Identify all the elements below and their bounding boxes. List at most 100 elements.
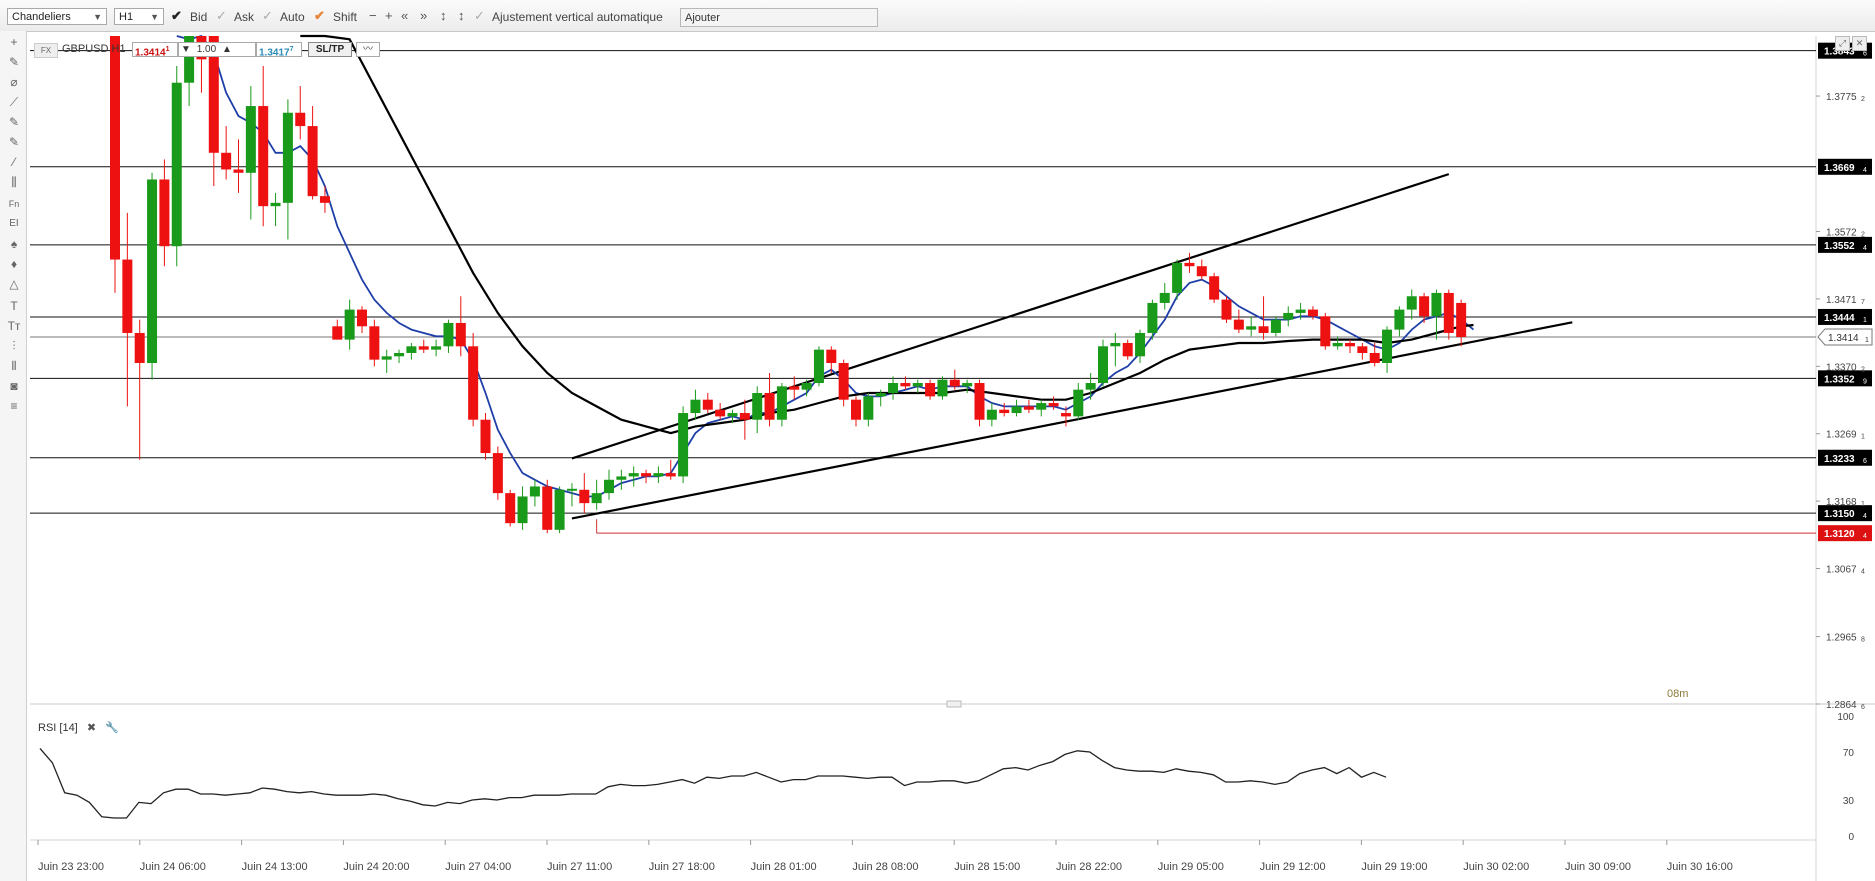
zoom-out-icon[interactable]: − xyxy=(369,8,377,23)
bull-candle[interactable] xyxy=(344,309,355,340)
chart-type-select[interactable]: Chandeliers ▼ xyxy=(7,8,107,25)
bear-candle[interactable] xyxy=(1345,342,1355,347)
bear-candle[interactable] xyxy=(579,489,590,504)
bull-candle[interactable] xyxy=(678,413,689,477)
bull-candle[interactable] xyxy=(653,473,664,477)
bear-candle[interactable] xyxy=(492,453,503,494)
bear-candle[interactable] xyxy=(418,346,429,350)
bull-candle[interactable] xyxy=(171,82,182,247)
bull-candle[interactable] xyxy=(1382,329,1393,363)
bull-candle[interactable] xyxy=(888,383,899,394)
bull-candle[interactable] xyxy=(690,399,701,414)
expand-vertical-icon[interactable]: ↕ xyxy=(440,8,447,23)
bull-candle[interactable] xyxy=(1159,292,1170,303)
bear-candle[interactable] xyxy=(851,399,861,420)
bull-candle[interactable] xyxy=(875,393,886,397)
check-icon[interactable]: ✓ xyxy=(262,8,273,23)
bull-candle[interactable] xyxy=(517,496,528,524)
bear-candle[interactable] xyxy=(295,112,306,127)
buy-price-box[interactable]: 1.34177 xyxy=(256,42,302,58)
trendline[interactable] xyxy=(571,321,1573,520)
diamond-marker-icon[interactable]: ♦ xyxy=(10,257,18,271)
bear-candle[interactable] xyxy=(258,106,269,207)
bull-candle[interactable] xyxy=(628,473,639,477)
bull-candle[interactable] xyxy=(1073,389,1084,417)
wrench-icon[interactable]: 🔧 xyxy=(105,722,119,734)
pen-alt-tool-icon[interactable]: ✎ xyxy=(8,135,20,149)
close-window-icon[interactable]: ✕ xyxy=(1852,36,1867,51)
bull-candle[interactable] xyxy=(381,356,392,360)
auto-toggle-label[interactable]: Auto xyxy=(280,10,305,24)
check-icon[interactable]: ✓ xyxy=(474,8,485,23)
eraser-tool-icon[interactable]: ⌀ xyxy=(10,75,18,89)
bull-candle[interactable] xyxy=(1011,406,1022,414)
bear-candle[interactable] xyxy=(1320,316,1331,347)
bid-toggle-label[interactable]: Bid xyxy=(190,10,208,24)
bear-candle[interactable] xyxy=(1419,296,1430,317)
bear-candle[interactable] xyxy=(925,383,936,397)
bull-candle[interactable] xyxy=(616,476,627,480)
up-arrow-icon[interactable]: ▲ xyxy=(221,44,232,55)
main-plot-area[interactable] xyxy=(30,36,1816,704)
bear-candle[interactable] xyxy=(369,326,380,360)
bull-candle[interactable] xyxy=(801,383,812,390)
bear-candle[interactable] xyxy=(455,322,466,347)
bear-candle[interactable] xyxy=(641,473,652,477)
bear-candle[interactable] xyxy=(159,179,170,247)
bull-candle[interactable] xyxy=(604,479,614,494)
bear-candle[interactable] xyxy=(826,349,837,363)
bull-candle[interactable] xyxy=(147,179,158,363)
bear-candle[interactable] xyxy=(1258,326,1269,333)
bull-candle[interactable] xyxy=(863,396,874,420)
volume-tool-icon[interactable]: ⫴ xyxy=(11,359,17,373)
bear-candle[interactable] xyxy=(739,413,750,420)
auto-vertical-fit-label[interactable]: Ajustement vertical automatique xyxy=(492,10,663,24)
bull-candle[interactable] xyxy=(245,106,256,173)
bear-candle[interactable] xyxy=(665,473,676,477)
bull-candle[interactable] xyxy=(1110,342,1121,347)
bull-candle[interactable] xyxy=(1172,262,1183,293)
bear-candle[interactable] xyxy=(357,309,367,327)
bull-candle[interactable] xyxy=(986,409,997,420)
bear-candle[interactable] xyxy=(1048,403,1059,407)
bull-candle[interactable] xyxy=(529,486,540,497)
bear-candle[interactable] xyxy=(715,409,726,417)
bull-candle[interactable] xyxy=(591,493,602,504)
bull-candle[interactable] xyxy=(1085,383,1096,390)
bear-candle[interactable] xyxy=(974,383,985,420)
lot-size-box[interactable]: ▼ 1.00 ▲ xyxy=(178,42,256,57)
bear-candle[interactable] xyxy=(1443,292,1454,333)
bear-candle[interactable] xyxy=(764,393,775,420)
bull-candle[interactable] xyxy=(1270,319,1281,333)
bull-candle[interactable] xyxy=(431,346,442,350)
bear-candle[interactable] xyxy=(949,379,960,387)
bull-candle[interactable] xyxy=(776,386,787,420)
timeframe-select[interactable]: H1 ▼ xyxy=(114,8,164,25)
bear-candle[interactable] xyxy=(838,362,849,400)
pencil-tool-icon[interactable]: ✎ xyxy=(8,55,20,69)
text-size-tool-icon[interactable]: Tт xyxy=(7,319,21,333)
bull-candle[interactable] xyxy=(443,322,454,347)
bull-candle[interactable] xyxy=(1036,403,1047,410)
bear-candle[interactable] xyxy=(999,409,1010,414)
bull-candle[interactable] xyxy=(282,112,293,203)
bear-candle[interactable] xyxy=(134,332,145,363)
sl-tp-button[interactable]: SL/TP xyxy=(308,42,352,57)
pane-resize-handle[interactable] xyxy=(946,700,962,708)
bull-candle[interactable] xyxy=(727,413,738,417)
bull-candle[interactable] xyxy=(1246,326,1257,330)
bear-candle[interactable] xyxy=(900,383,911,387)
bull-candle[interactable] xyxy=(1406,296,1417,310)
triangle-tool-icon[interactable]: △ xyxy=(9,277,19,291)
ask-toggle-label[interactable]: Ask xyxy=(234,10,255,24)
bull-candle[interactable] xyxy=(1098,346,1108,384)
bear-candle[interactable] xyxy=(1221,299,1232,320)
sell-price-box[interactable]: 1.34141 xyxy=(132,42,178,58)
camera-icon[interactable]: ◙ xyxy=(10,379,18,393)
bear-candle[interactable] xyxy=(110,36,120,260)
bull-candle[interactable] xyxy=(1295,309,1306,313)
bull-candle[interactable] xyxy=(813,349,824,384)
bull-candle[interactable] xyxy=(1431,292,1442,317)
bear-candle[interactable] xyxy=(1456,302,1467,337)
pen-tool-icon[interactable]: ✎ xyxy=(8,115,20,129)
